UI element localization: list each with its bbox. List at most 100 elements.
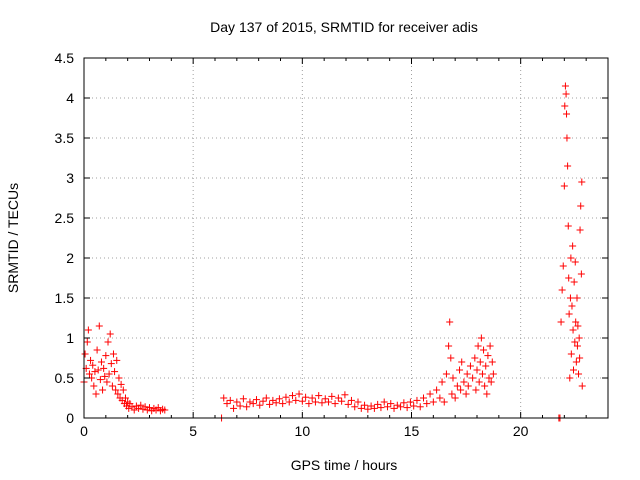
y-axis-label: SRMTID / TECUs [5,183,21,293]
data-point [249,400,257,408]
data-point [445,342,453,350]
data-point [105,370,113,378]
data-point [315,392,323,400]
data-point [233,398,241,406]
x-axis-label: GPS time / hours [291,457,398,473]
data-point [442,370,450,378]
data-point [562,90,570,98]
data-point [393,401,401,409]
data-point [570,366,578,374]
data-point [485,374,493,382]
data-point [89,361,97,369]
data-point [475,378,483,386]
data-point [447,354,455,362]
data-point [572,318,580,326]
data-point [478,370,486,378]
data-point [578,382,586,390]
x-tick-labels: 0 5 10 15 20 [80,423,529,439]
data-point [565,310,573,318]
data-point [474,342,482,350]
data-point [575,370,583,378]
data-point [87,356,95,364]
data-point [370,404,378,412]
data-point [480,346,488,354]
data-point [563,134,571,142]
data-point [457,386,465,394]
data-point [101,372,109,380]
data-point [484,352,492,360]
data-point [413,396,421,404]
data-point [223,400,231,408]
y-tick-label: 1 [66,330,74,346]
data-point [476,358,484,366]
data-point [569,242,577,250]
data-point [93,346,101,354]
data-point [466,362,474,370]
data-point [305,400,313,408]
y-tick-labels: 0 0.5 1 1.5 2 2.5 3 3.5 4 4.5 [55,50,75,426]
data-point [577,270,585,278]
data-point [83,338,91,346]
data-points [80,82,586,422]
data-point [477,334,485,342]
data-point [558,286,566,294]
data-point [472,386,480,394]
data-point [456,366,464,374]
data-point [574,322,582,330]
data-point [423,400,431,408]
data-point [567,254,575,262]
data-point [573,294,581,302]
data-point [226,396,234,404]
data-point [481,382,489,390]
y-tick-label: 2.5 [55,210,75,226]
data-point [566,294,574,302]
y-tick-label: 4 [66,90,74,106]
data-point [85,370,93,378]
data-point [114,390,122,398]
data-point [576,226,584,234]
data-point [564,162,572,170]
data-point [488,358,496,366]
data-point [325,398,333,406]
data-point [576,354,584,362]
data-point [338,397,346,405]
data-point [564,222,572,230]
data-point [380,398,388,406]
data-point [390,404,398,412]
data-point [446,318,454,326]
data-point [571,338,579,346]
y-tick-label: 1.5 [55,290,75,306]
data-point [102,352,110,360]
data-point [279,400,287,408]
data-point [328,392,336,400]
data-point [259,397,267,405]
data-point [81,350,89,358]
y-tick-label: 3.5 [55,130,75,146]
data-point [104,338,112,346]
y-tick-label: 0 [66,410,74,426]
data-point [318,399,326,407]
data-point [109,350,117,358]
data-point [100,364,108,372]
data-point [117,380,125,388]
data-point [103,378,111,386]
data-point [106,330,114,338]
data-point [578,178,586,186]
data-point [416,403,424,411]
data-point [377,404,385,412]
data-point [440,398,448,406]
data-point [220,394,228,402]
data-point [119,386,127,394]
data-point [285,398,293,406]
data-point [354,398,362,406]
data-point [256,401,264,409]
data-point [571,258,579,266]
data-point [364,405,372,413]
data-point [473,366,481,374]
data-point [383,403,391,411]
data-point [94,366,102,374]
data-point [453,382,461,390]
data-point [107,360,115,368]
